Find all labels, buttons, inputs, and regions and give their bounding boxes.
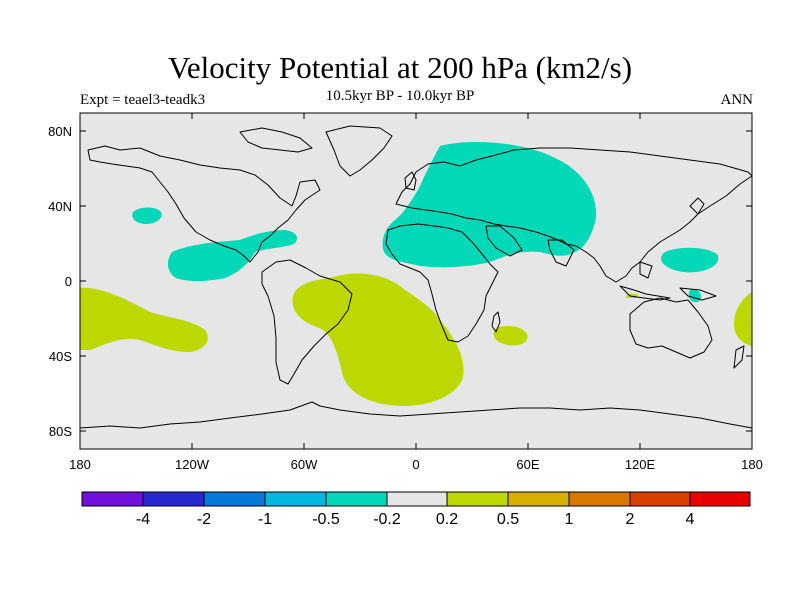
indonesia-coast bbox=[619, 261, 671, 301]
lon-label-180e: 180 bbox=[741, 457, 763, 472]
colorbar-label-7: 0.5 bbox=[497, 511, 519, 528]
lat-label-0: 0 bbox=[65, 274, 72, 289]
colorbar-box-5 bbox=[325, 491, 388, 507]
new-zealand-coast bbox=[733, 345, 745, 369]
colorbar-box-1 bbox=[81, 491, 144, 507]
plot-subtitle: 10.5kyr BP - 10.0kyr BP bbox=[325, 88, 475, 104]
madagascar-coast bbox=[491, 311, 501, 333]
colorbar-box-11 bbox=[689, 491, 751, 507]
colorbar-box-10 bbox=[629, 491, 691, 507]
new-guinea-coast bbox=[679, 287, 717, 301]
south-atlantic-positive-anomaly bbox=[292, 273, 464, 406]
antarctica-coast bbox=[79, 401, 753, 429]
lat-label-80s: 80S bbox=[49, 424, 72, 439]
lat-label-40n: 40N bbox=[48, 199, 72, 214]
colorbar-box-4 bbox=[264, 491, 327, 507]
positive-regions bbox=[80, 273, 752, 406]
uk-coast bbox=[404, 171, 417, 191]
colorbar-box-7 bbox=[446, 491, 509, 507]
eurasia-coast bbox=[395, 147, 753, 283]
lon-label-0: 0 bbox=[412, 457, 419, 472]
colorbar bbox=[81, 491, 751, 507]
west-pacific-negative-anomaly bbox=[661, 247, 719, 273]
madagascar-positive-anomaly bbox=[493, 326, 528, 346]
colorbar-label-3: -1 bbox=[258, 511, 272, 528]
arabia-india-coast bbox=[485, 225, 575, 267]
lon-label-120e: 120E bbox=[625, 457, 656, 472]
lon-label-60w: 60W bbox=[291, 457, 318, 472]
experiment-label: Expt = teael3-teadk3 bbox=[80, 92, 206, 108]
arctic-islands-coast bbox=[239, 127, 313, 153]
colorbar-box-9 bbox=[568, 491, 631, 507]
lon-label-120w: 120W bbox=[175, 457, 210, 472]
lat-label-80n: 80N bbox=[48, 124, 72, 139]
colorbar-label-9: 2 bbox=[626, 511, 635, 528]
colorbar-label-6: 0.2 bbox=[436, 511, 458, 528]
colorbar-label-8: 1 bbox=[565, 511, 574, 528]
japan-coast bbox=[689, 197, 705, 215]
coastlines bbox=[79, 125, 753, 429]
colorbar-box-8 bbox=[507, 491, 570, 507]
lat-label-40s: 40S bbox=[49, 349, 72, 364]
lon-tick-marks bbox=[79, 113, 753, 449]
colorbar-label-2: -2 bbox=[197, 511, 211, 528]
lat-tick-marks bbox=[80, 130, 752, 432]
lon-label-60e: 60E bbox=[516, 457, 539, 472]
south-america-coast bbox=[261, 259, 353, 385]
africa-coast bbox=[385, 223, 499, 343]
negative-regions bbox=[132, 142, 719, 303]
colorbar-box-6 bbox=[386, 491, 448, 507]
plot-title: Velocity Potential at 200 hPa (km2/s) bbox=[167, 50, 633, 85]
colorbar-label-4: -0.5 bbox=[312, 511, 340, 528]
colorbar-label-10: 4 bbox=[686, 511, 695, 528]
australia-coast bbox=[629, 297, 713, 359]
north-pacific-negative-anomaly bbox=[132, 207, 162, 224]
colorbar-label-5: -0.2 bbox=[373, 511, 401, 528]
colorbar-box-2 bbox=[142, 491, 205, 507]
pacific-central-america-negative-anomaly bbox=[167, 230, 297, 281]
south-pacific-positive-anomaly bbox=[80, 287, 208, 352]
colorbar-box-3 bbox=[203, 491, 266, 507]
australia-east-positive-anomaly bbox=[734, 292, 752, 346]
season-label: ANN bbox=[720, 92, 754, 108]
greenland-coast bbox=[325, 125, 393, 177]
lon-label-180w: 180 bbox=[69, 457, 91, 472]
north-america-coast bbox=[87, 145, 321, 263]
colorbar-label-1: -4 bbox=[136, 511, 150, 528]
eurasia-africa-negative-anomaly bbox=[382, 142, 597, 268]
